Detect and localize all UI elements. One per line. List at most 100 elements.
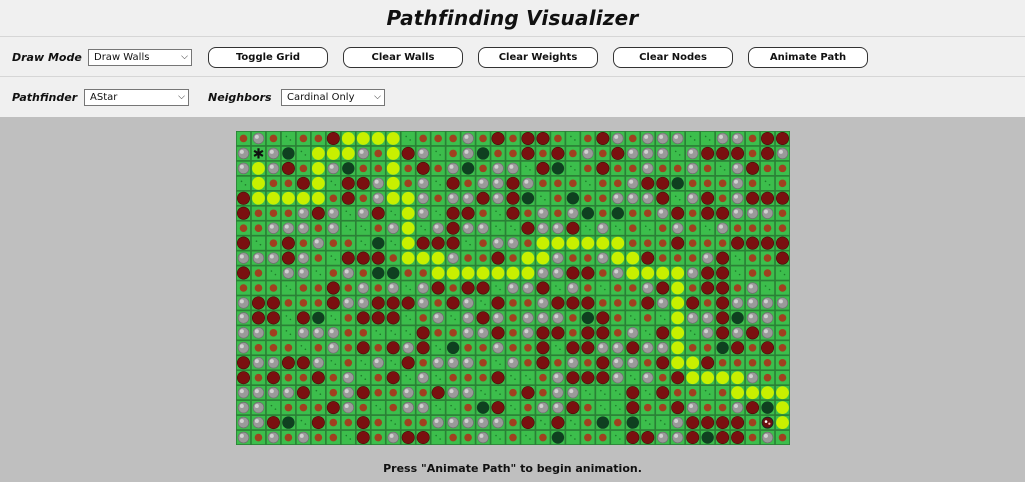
grid-cell[interactable] [445,310,461,326]
grid-cell[interactable] [655,310,671,326]
grid-cell[interactable] [700,220,715,236]
grid-cell[interactable] [400,131,416,146]
grid-cell[interactable] [266,265,281,281]
grid-cell[interactable] [670,191,685,206]
animate-path-button[interactable]: Animate Path [748,47,868,68]
grid-cell[interactable] [355,235,371,251]
grid-cell[interactable] [445,400,461,415]
grid-cell[interactable] [341,430,356,445]
grid-cell[interactable] [311,265,326,281]
pathfinder-select[interactable]: AStar ⌵ [84,89,189,106]
grid-cell[interactable] [715,161,730,176]
grid-cell[interactable] [685,131,700,146]
grid-cell[interactable] [625,370,641,385]
grid-cell[interactable] [296,146,311,161]
grid-cell[interactable] [490,205,506,221]
grid-cell[interactable] [490,280,506,296]
grid-cell[interactable] [266,400,281,415]
grid-cell[interactable] [610,385,626,400]
grid-cell[interactable] [580,176,596,191]
grid-cell[interactable] [251,146,266,161]
grid-cell[interactable] [475,295,491,311]
grid-cell[interactable] [490,220,506,236]
grid-cell[interactable] [595,400,611,415]
grid-cell[interactable] [700,131,715,146]
grid-cell[interactable] [430,176,446,191]
grid-cell[interactable] [595,280,611,296]
draw-mode-select[interactable]: Draw Walls ⌵ [88,49,192,66]
grid-cell[interactable] [326,355,341,371]
grid-cell[interactable] [640,415,656,430]
clear-weights-button[interactable]: Clear Weights [478,47,598,68]
grid-cell[interactable] [595,385,611,400]
grid-cell[interactable] [520,161,536,176]
grid-cell[interactable] [490,355,506,371]
grid-cell[interactable] [355,355,371,371]
grid-cell[interactable] [370,325,386,341]
grid-cell[interactable] [550,280,566,296]
grid-canvas[interactable]: ✱ [236,131,790,445]
grid-cell[interactable] [760,280,775,296]
grid-cell[interactable] [610,220,626,236]
grid-cell[interactable] [385,415,401,430]
grid-cell[interactable] [251,235,266,251]
grid-cell[interactable] [625,310,641,326]
grid-cell[interactable] [775,265,790,281]
grid-cell[interactable] [535,415,551,430]
grid-cell[interactable] [385,355,401,371]
grid-cell[interactable] [430,340,446,356]
grid-cell[interactable] [760,176,775,191]
clear-walls-button[interactable]: Clear Walls [343,47,463,68]
grid-cell[interactable] [565,430,581,445]
grid-cell[interactable] [281,310,296,326]
clear-nodes-button[interactable]: Clear Nodes [613,47,733,68]
grid-cell[interactable] [281,131,296,146]
grid-cell[interactable] [580,385,596,400]
grid-cell[interactable] [400,280,416,296]
grid-cell[interactable] [430,146,446,161]
grid-cell[interactable] [355,370,371,385]
grid-cell[interactable] [370,400,386,415]
grid-cell[interactable] [520,430,536,445]
grid-cell[interactable] [550,340,566,356]
grid-cell[interactable] [505,220,521,236]
grid-cell[interactable] [640,325,656,341]
grid-cell[interactable] [326,310,341,326]
grid-cell[interactable] [341,220,356,236]
grid-cell[interactable] [236,176,251,191]
grid-cell[interactable] [430,400,446,415]
grid-cell[interactable] [415,220,431,236]
grid-cell[interactable] [565,131,581,146]
grid-cell[interactable] [355,220,371,236]
grid-cell[interactable] [580,220,596,236]
grid-cell[interactable] [565,161,581,176]
grid-cell[interactable] [535,191,551,206]
grid-cell[interactable] [385,205,401,221]
grid-cell[interactable] [430,370,446,385]
grid-cell[interactable] [610,400,626,415]
grid-cell[interactable] [640,385,656,400]
grid-cell[interactable] [475,385,491,400]
grid-cell[interactable] [296,415,311,430]
toggle-grid-button[interactable]: Toggle Grid [208,47,328,68]
neighbors-select[interactable]: Cardinal Only ⌵ [281,89,385,106]
grid-cell[interactable] [400,325,416,341]
grid-cell[interactable] [685,325,700,341]
grid-cell[interactable] [565,415,581,430]
grid-cell[interactable] [311,385,326,400]
grid-cell[interactable] [385,235,401,251]
grid-cell[interactable] [296,340,311,356]
grid-cell[interactable] [490,430,506,445]
grid-cell[interactable] [281,280,296,296]
grid-cell[interactable] [520,370,536,385]
grid-cell[interactable] [490,385,506,400]
grid-cell[interactable] [640,220,656,236]
grid-board[interactable]: ✱ [236,131,790,445]
grid-cell[interactable] [430,205,446,221]
grid-cell[interactable] [326,176,341,191]
grid-cell[interactable] [341,205,356,221]
grid-cell[interactable] [700,385,715,400]
grid-cell[interactable] [505,400,521,415]
grid-cell[interactable] [655,415,671,430]
grid-cell[interactable] [400,310,416,326]
